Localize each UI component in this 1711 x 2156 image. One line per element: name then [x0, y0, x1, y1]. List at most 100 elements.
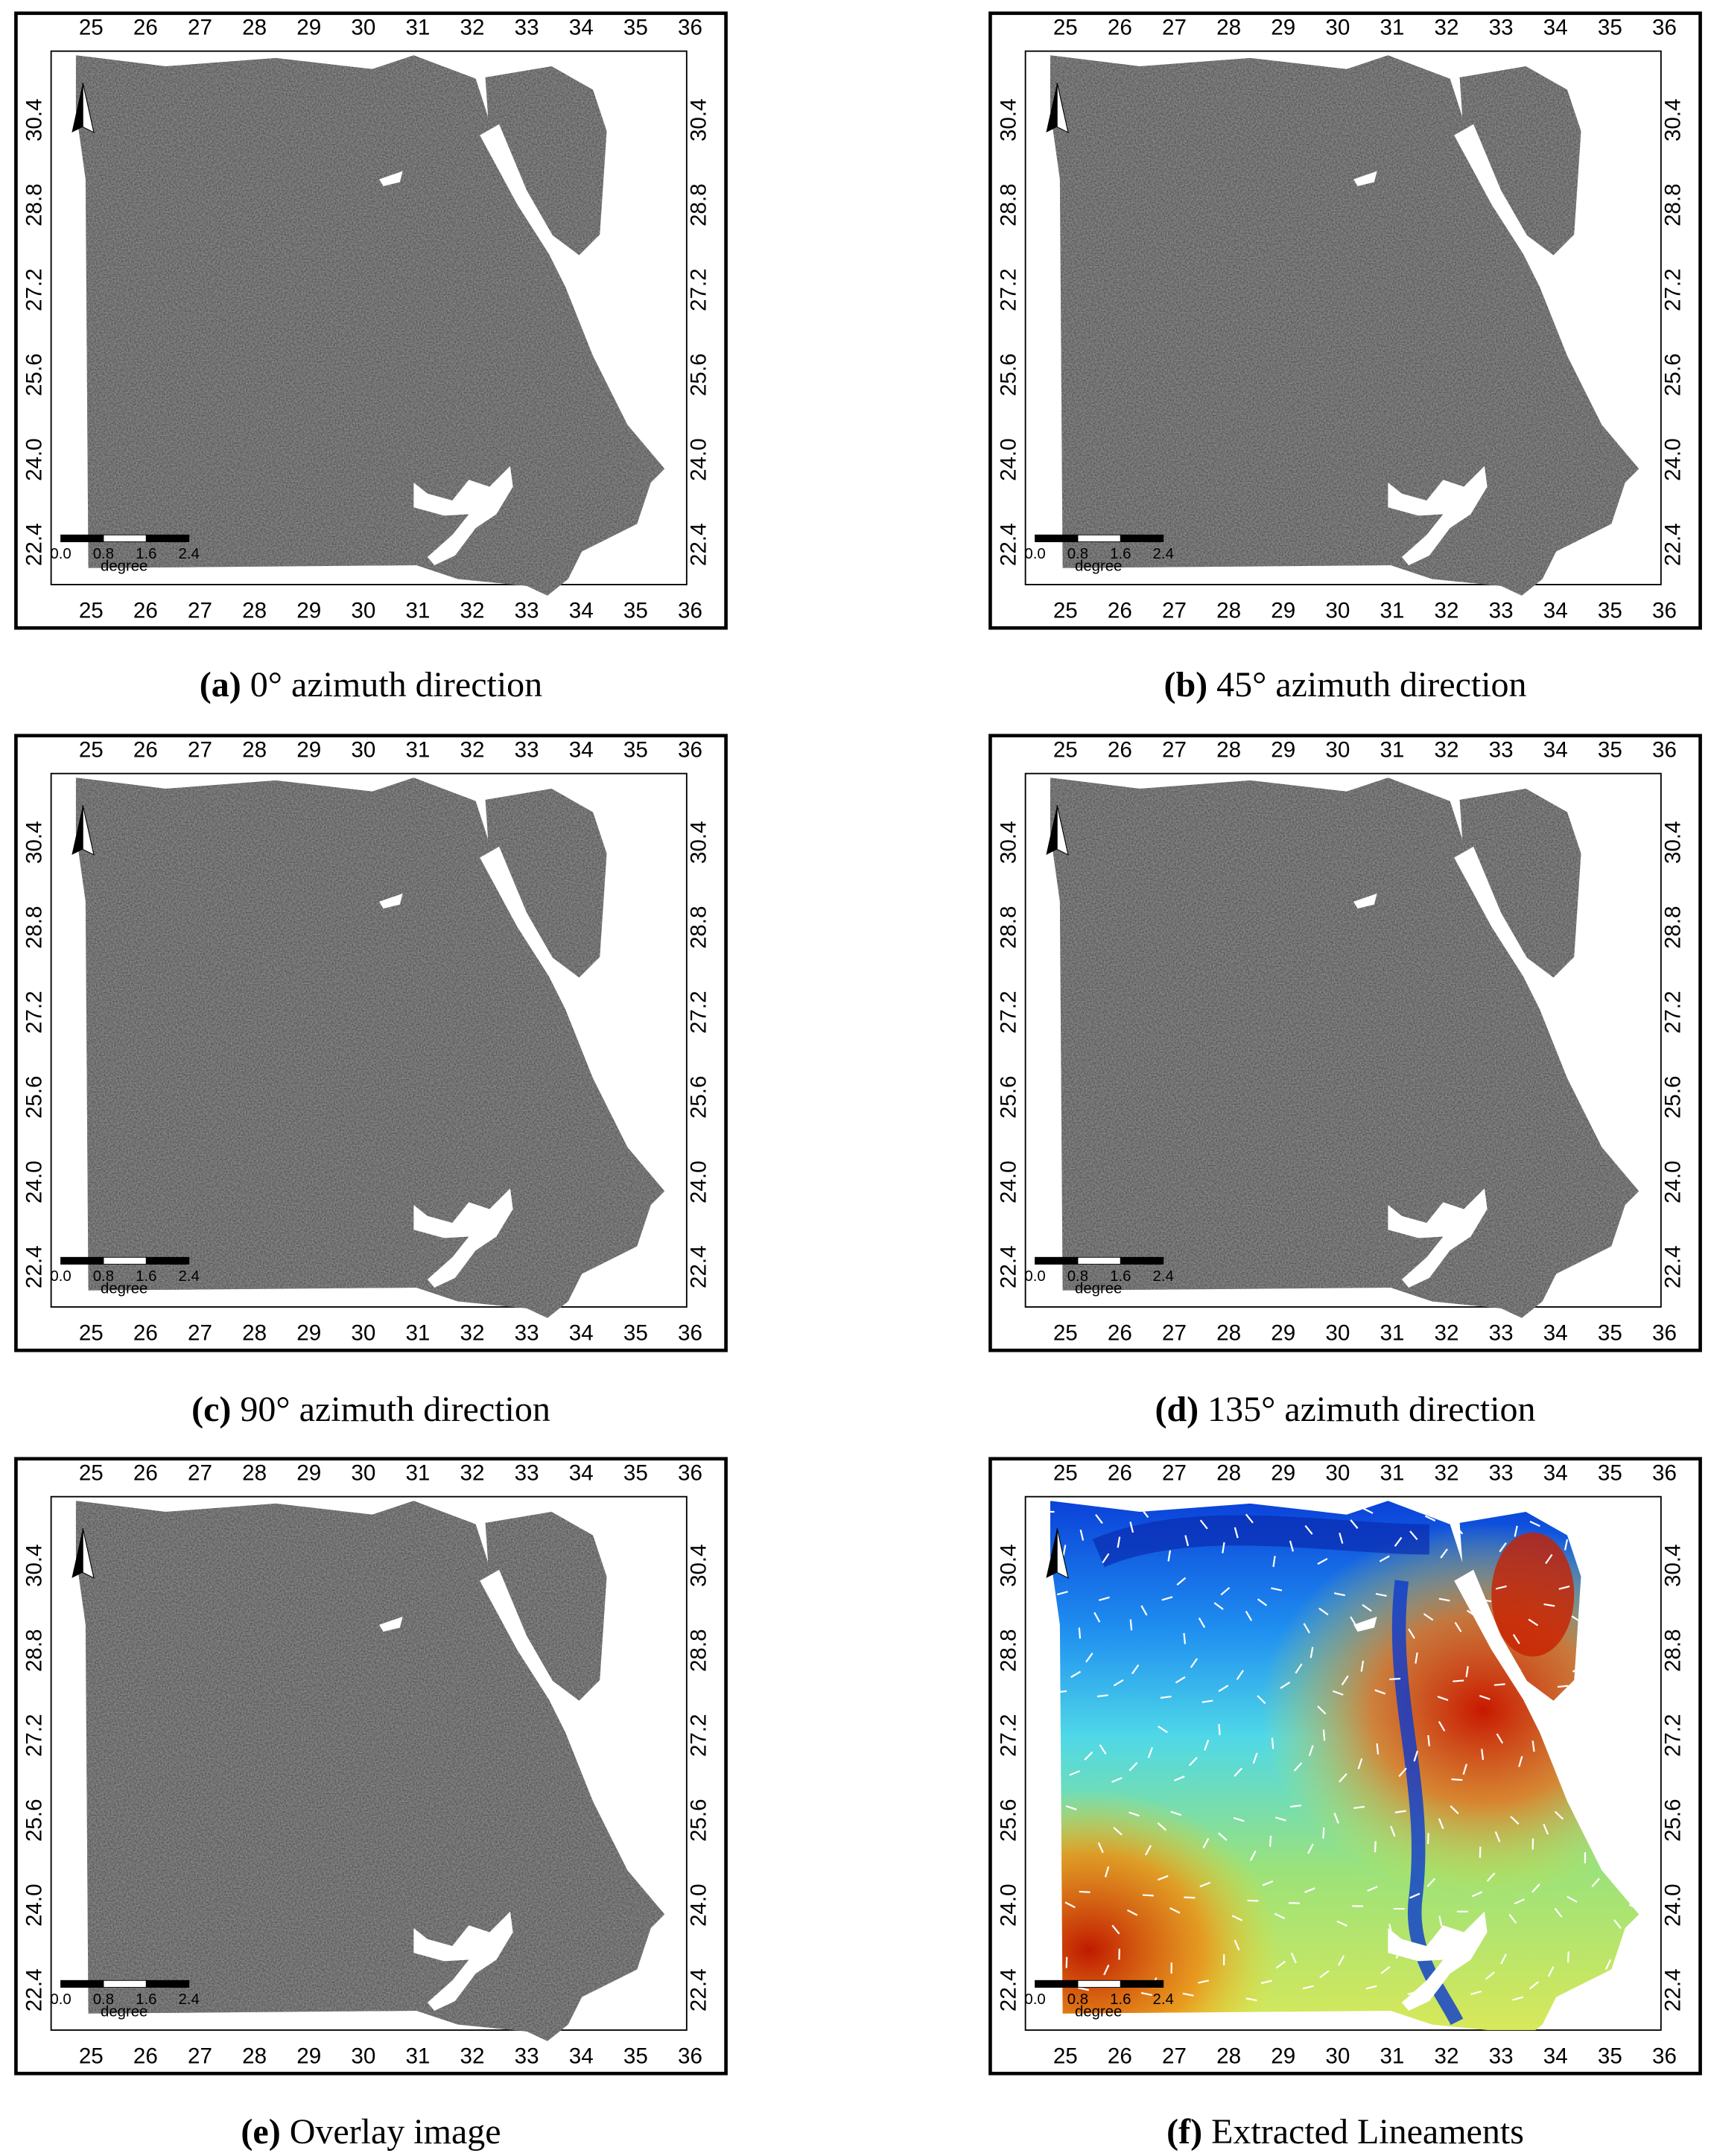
- lineament: [1233, 1816, 1245, 1822]
- lineament: [1234, 1767, 1243, 1777]
- lineament: [1142, 1894, 1154, 1897]
- y-tick-label-right: 30.4: [1661, 98, 1686, 141]
- x-tick-label-top: 36: [1652, 15, 1677, 39]
- x-tick-label-bottom: 36: [1652, 598, 1677, 623]
- lineament: [1098, 1596, 1110, 1601]
- lineament: [1499, 1542, 1507, 1553]
- lineament: [1308, 1745, 1314, 1756]
- y-tick-label-right: 27.2: [687, 1714, 711, 1757]
- y-tick-label-right: 25.6: [1661, 1799, 1686, 1842]
- x-tick-label-top: 35: [1598, 737, 1622, 762]
- x-tick-label-top: 34: [569, 1460, 594, 1485]
- lineament: [1199, 1881, 1211, 1888]
- scale-segment: [1077, 534, 1121, 543]
- x-tick-label-bottom: 29: [296, 598, 321, 623]
- x-tick-label-bottom: 30: [1325, 2044, 1350, 2068]
- x-tick-label-bottom: 30: [351, 598, 375, 623]
- lineament: [1113, 1679, 1124, 1687]
- lineament: [1245, 1513, 1254, 1524]
- lineament: [1408, 1628, 1415, 1639]
- y-tick-label-right: 24.0: [687, 1883, 711, 1927]
- y-tick-label-left: 27.2: [22, 990, 47, 1034]
- x-tick-label-bottom: 27: [1162, 2044, 1187, 2068]
- y-tick-label-right: 27.2: [687, 268, 711, 311]
- lineament: [1174, 1775, 1185, 1781]
- x-tick-label-top: 32: [460, 1460, 485, 1485]
- lineament: [1274, 1816, 1286, 1822]
- x-tick-label-bottom: 36: [1652, 1320, 1677, 1345]
- x-tick-label-top: 30: [1325, 15, 1350, 39]
- y-tick-label-left: 28.8: [997, 1629, 1021, 1672]
- scale-segment: [60, 1256, 104, 1265]
- y-tick-label-left: 28.8: [22, 906, 47, 949]
- scale-segment: [103, 1256, 147, 1265]
- lineament: [1096, 1694, 1108, 1698]
- x-tick-label-bottom: 32: [460, 598, 485, 623]
- lineament: [1198, 1617, 1206, 1628]
- x-tick-label-bottom: 34: [569, 1320, 594, 1345]
- scale-label: 2.4: [1153, 1268, 1174, 1285]
- x-tick-label-bottom: 34: [1543, 598, 1568, 623]
- lineament: [1167, 1550, 1172, 1562]
- x-tick-label-top: 34: [569, 737, 594, 762]
- gulf: [480, 124, 559, 254]
- lineament: [1481, 1749, 1485, 1761]
- y-tick-label-left: 22.4: [22, 1968, 47, 2012]
- x-tick-label-top: 33: [1489, 1460, 1514, 1485]
- lineament: [1190, 1658, 1199, 1668]
- lineament: [1350, 1519, 1359, 1529]
- lake: [379, 1616, 403, 1632]
- lineament: [1318, 1607, 1329, 1616]
- y-tick-label-right: 28.8: [1661, 183, 1686, 226]
- x-tick-label-bottom: 30: [1325, 598, 1350, 623]
- lineament-map: [1050, 1501, 1639, 2030]
- scale-segment: [1120, 1256, 1164, 1265]
- x-tick-label-top: 34: [1543, 15, 1568, 39]
- x-tick-label-top: 32: [460, 737, 485, 762]
- lineament: [1360, 1660, 1365, 1672]
- x-tick-label-top: 31: [405, 15, 430, 39]
- scale-segment: [1120, 534, 1164, 543]
- lineament: [1099, 1744, 1107, 1755]
- x-tick-label-top: 25: [79, 1460, 104, 1485]
- x-tick-label-bottom: 33: [1489, 1320, 1514, 1345]
- lake: [413, 1911, 513, 2012]
- lineament: [1362, 1603, 1372, 1612]
- scale-segment: [1120, 1979, 1164, 1988]
- x-tick-label-top: 27: [1162, 1460, 1187, 1485]
- x-tick-label-bottom: 27: [1162, 1320, 1187, 1345]
- lineament: [1339, 1772, 1347, 1783]
- x-tick-label-bottom: 35: [1598, 598, 1622, 623]
- lineament: [1217, 1832, 1228, 1841]
- caption-text: 45° azimuth direction: [1216, 665, 1527, 705]
- x-tick-label-top: 33: [1489, 737, 1514, 762]
- lineament: [1357, 1758, 1363, 1769]
- y-tick-label-right: 22.4: [1661, 523, 1686, 566]
- caption: (d) 135° azimuth direction: [936, 1389, 1711, 1431]
- lineament: [1508, 1913, 1517, 1924]
- lineament: [1415, 1652, 1418, 1664]
- lineament: [1529, 1981, 1539, 1990]
- lineament: [1064, 1901, 1076, 1909]
- lineament: [1528, 1618, 1539, 1626]
- lineament: [1113, 1827, 1123, 1836]
- lineament: [1518, 1755, 1523, 1767]
- lineament: [1131, 1664, 1140, 1675]
- lineament: [1510, 1816, 1520, 1825]
- north-arrow: [72, 805, 83, 855]
- scale-label: 0.8: [1067, 546, 1088, 562]
- gulf: [1454, 846, 1533, 976]
- lineament: [1486, 1872, 1496, 1882]
- land: [75, 55, 665, 596]
- x-tick-label-top: 27: [1162, 737, 1187, 762]
- lineament: [1140, 1991, 1152, 1997]
- y-tick-label-left: 25.6: [22, 353, 47, 396]
- x-tick-label-top: 33: [515, 1460, 539, 1485]
- caption-text: Extracted Lineaments: [1211, 2112, 1524, 2152]
- lineament: [1275, 1960, 1286, 1969]
- lineament: [1222, 1542, 1225, 1554]
- y-tick-label-left: 28.8: [22, 1629, 47, 1672]
- scale-label: 2.4: [179, 1268, 200, 1285]
- lineament: [1496, 1733, 1504, 1744]
- x-tick-label-top: 35: [623, 15, 648, 39]
